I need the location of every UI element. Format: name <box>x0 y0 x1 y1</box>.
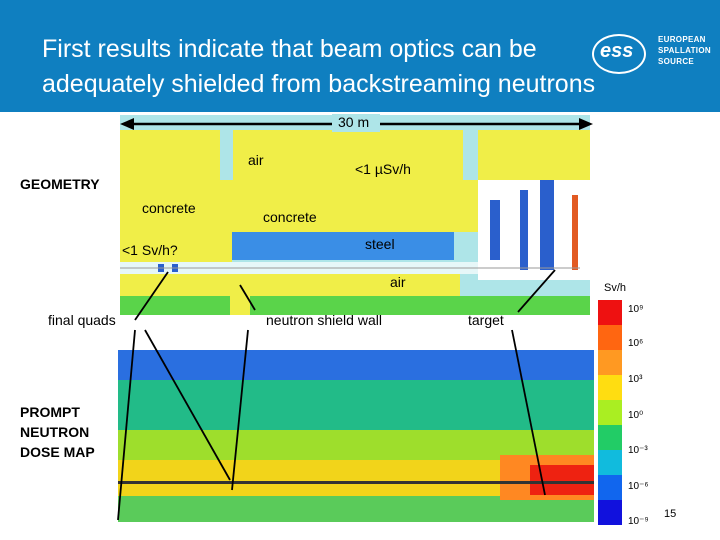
slide-number: 15 <box>664 508 677 520</box>
pointer-wall-top <box>239 284 256 311</box>
header-bar: First results indicate that beam optics … <box>0 0 720 112</box>
dose-band-bottom <box>118 496 594 522</box>
colorbar-tick-3: 10³ <box>628 374 643 385</box>
pointer-target-top <box>517 269 556 313</box>
target-structure-1 <box>490 200 500 260</box>
colorbar-cell-1 <box>598 300 622 325</box>
slide-title: First results indicate that beam optics … <box>42 35 596 98</box>
target-rod <box>572 195 578 270</box>
label-shield-wall: neutron shield wall <box>266 312 382 328</box>
label-air-top: air <box>248 152 264 168</box>
label-dose-top: <1 µSv/h <box>355 161 411 177</box>
target-structure-3 <box>540 180 554 270</box>
dose-band-top <box>118 350 594 380</box>
scale-label: 30 m <box>338 114 370 130</box>
pointer-lines <box>117 269 556 521</box>
colorbar-tick-6: 10⁻⁶ <box>628 481 649 492</box>
label-steel: steel <box>365 236 395 252</box>
concrete-block-1 <box>120 130 220 180</box>
logo-text: EUROPEAN SPALLATION SOURCE <box>658 35 711 66</box>
steel-block <box>232 232 454 260</box>
colorbar-tick-1: 10⁹ <box>628 304 644 315</box>
colorbar-tick-7: 10⁻⁹ <box>628 516 649 527</box>
logo-letters: ess <box>600 40 634 62</box>
colorbar-cell-4 <box>598 375 622 400</box>
colorbar-tick-2: 10⁶ <box>628 338 644 349</box>
pointer-target-dose <box>511 329 546 496</box>
colorbar-cell-6 <box>598 425 622 450</box>
ess-logo: ess EUROPEAN SPALLATION SOURCE <box>592 30 711 80</box>
scale-arrow <box>120 114 593 132</box>
colorbar-tick-5: 10⁻³ <box>628 445 648 456</box>
pointer-quads-dose-2 <box>144 329 231 481</box>
label-concrete-mid: concrete <box>263 209 317 225</box>
scale-arrow-left-head <box>120 118 134 130</box>
colorbar <box>598 300 622 525</box>
pointer-quads-top <box>134 271 169 321</box>
colorbar-cell-3 <box>598 350 622 375</box>
colorbar-cell-9 <box>598 500 622 525</box>
colorbar-unit: Sv/h <box>604 282 627 294</box>
dose-map <box>118 350 594 522</box>
concrete-block-4 <box>478 130 590 180</box>
target-structure-2 <box>520 190 528 270</box>
pointer-quads-dose-1 <box>117 329 136 521</box>
geometry-drawing <box>120 115 590 315</box>
label-air-tunnel: air <box>390 274 406 290</box>
label-final-quads: final quads <box>48 312 116 328</box>
scale-arrow-right-head <box>579 118 593 130</box>
scale-label-bg <box>332 114 380 132</box>
colorbar-cell-7 <box>598 450 622 475</box>
label-concrete-left: concrete <box>142 200 196 216</box>
geometry-section-label: GEOMETRY <box>20 176 100 192</box>
concrete-block-3 <box>233 130 463 180</box>
shield-wall-post <box>230 285 250 315</box>
colorbar-cell-8 <box>598 475 622 500</box>
label-dose-quads: <1 Sv/h? <box>122 242 178 258</box>
dose-beamline <box>118 481 594 484</box>
pointer-wall-dose <box>231 329 249 491</box>
colorbar-tick-4: 10⁰ <box>628 410 644 421</box>
colorbar-cell-5 <box>598 400 622 425</box>
label-target: target <box>468 312 504 328</box>
dose-map-section-label: PROMPT NEUTRON DOSE MAP <box>20 404 95 460</box>
concrete-block-6 <box>120 274 460 296</box>
colorbar-cell-2 <box>598 325 622 350</box>
logo-circle-icon <box>592 34 646 74</box>
